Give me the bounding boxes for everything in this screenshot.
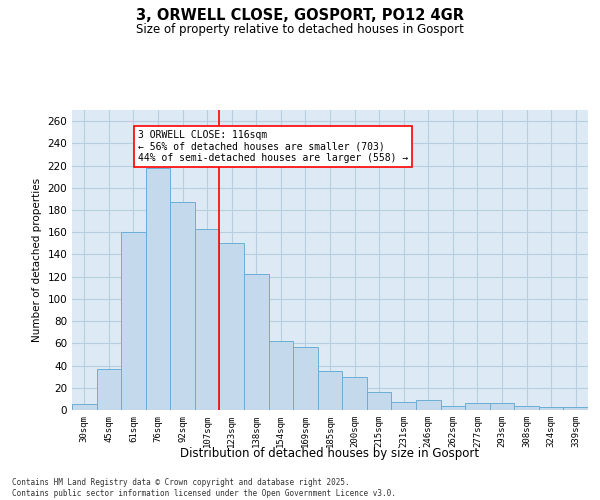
Bar: [220, 244, 244, 410]
Text: 3 ORWELL CLOSE: 116sqm
← 56% of detached houses are smaller (703)
44% of semi-de: 3 ORWELL CLOSE: 116sqm ← 56% of detached…: [139, 130, 409, 163]
Bar: [318, 371, 342, 410]
Text: Size of property relative to detached houses in Gosport: Size of property relative to detached ho…: [136, 22, 464, 36]
Bar: [563, 406, 588, 410]
Bar: [367, 392, 391, 410]
Bar: [391, 402, 416, 410]
Bar: [514, 406, 539, 410]
Bar: [170, 202, 195, 410]
Bar: [244, 274, 269, 410]
Bar: [416, 400, 440, 410]
Bar: [269, 341, 293, 410]
Text: Contains HM Land Registry data © Crown copyright and database right 2025.
Contai: Contains HM Land Registry data © Crown c…: [12, 478, 396, 498]
Bar: [293, 346, 318, 410]
Bar: [121, 232, 146, 410]
Bar: [539, 406, 563, 410]
Bar: [490, 404, 514, 410]
Bar: [465, 404, 490, 410]
Bar: [195, 229, 220, 410]
Text: Distribution of detached houses by size in Gosport: Distribution of detached houses by size …: [181, 448, 479, 460]
Y-axis label: Number of detached properties: Number of detached properties: [32, 178, 42, 342]
Bar: [440, 406, 465, 410]
Bar: [342, 376, 367, 410]
Bar: [72, 404, 97, 410]
Bar: [97, 369, 121, 410]
Text: 3, ORWELL CLOSE, GOSPORT, PO12 4GR: 3, ORWELL CLOSE, GOSPORT, PO12 4GR: [136, 8, 464, 22]
Bar: [146, 168, 170, 410]
